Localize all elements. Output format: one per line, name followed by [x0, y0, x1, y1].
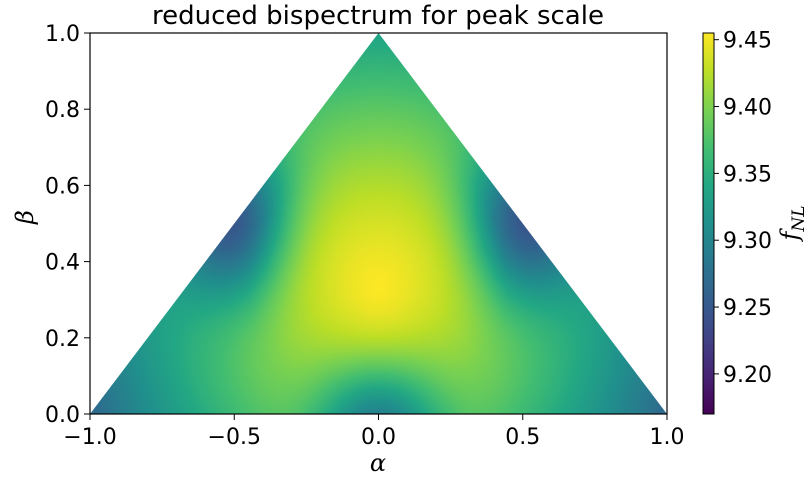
colorbar-tick-label: 9.40 — [723, 96, 772, 121]
colorbar-label-subscript: NL — [789, 205, 809, 232]
x-tick-label: 0.5 — [505, 425, 540, 450]
colorbar-ticks: 9.20 9.25 9.30 9.35 9.40 9.45 — [714, 29, 772, 388]
y-tick-label: 0.4 — [45, 251, 80, 276]
y-tick-label: 0.0 — [45, 403, 80, 428]
chart-title: reduced bispectrum for peak scale — [152, 1, 604, 31]
y-axis-label: β — [11, 210, 39, 225]
y-tick-label: 0.2 — [45, 327, 80, 352]
x-axis-label: α — [370, 449, 386, 477]
colorbar-tick-label: 9.20 — [723, 363, 772, 388]
colorbar-tick-label: 9.25 — [723, 296, 772, 321]
colorbar-gradient — [703, 33, 714, 414]
y-tick-label: 1.0 — [45, 22, 80, 47]
y-tick-label: 0.8 — [45, 98, 80, 123]
heatmap-image — [90, 33, 667, 414]
colorbar-tick-label: 9.30 — [723, 229, 772, 254]
x-tick-label: 1.0 — [650, 425, 685, 450]
colorbar-label: fNL — [776, 205, 809, 242]
y-tick-label: 0.6 — [45, 174, 80, 199]
colorbar-tick-label: 9.35 — [723, 162, 772, 187]
colorbar-frame — [702, 32, 715, 415]
x-axis: −1.0 −0.5 0.0 0.5 1.0 — [63, 414, 685, 450]
x-tick-label: −1.0 — [63, 425, 116, 450]
y-axis: 0.0 0.2 0.4 0.6 0.8 1.0 — [45, 22, 90, 428]
colorbar: 9.20 9.25 9.30 9.35 9.40 9.45 fNL — [702, 29, 809, 415]
heatmap-layer — [90, 33, 667, 414]
colorbar-tick-label: 9.45 — [723, 29, 772, 54]
x-tick-label: −0.5 — [208, 425, 261, 450]
x-tick-label: 0.0 — [361, 425, 396, 450]
